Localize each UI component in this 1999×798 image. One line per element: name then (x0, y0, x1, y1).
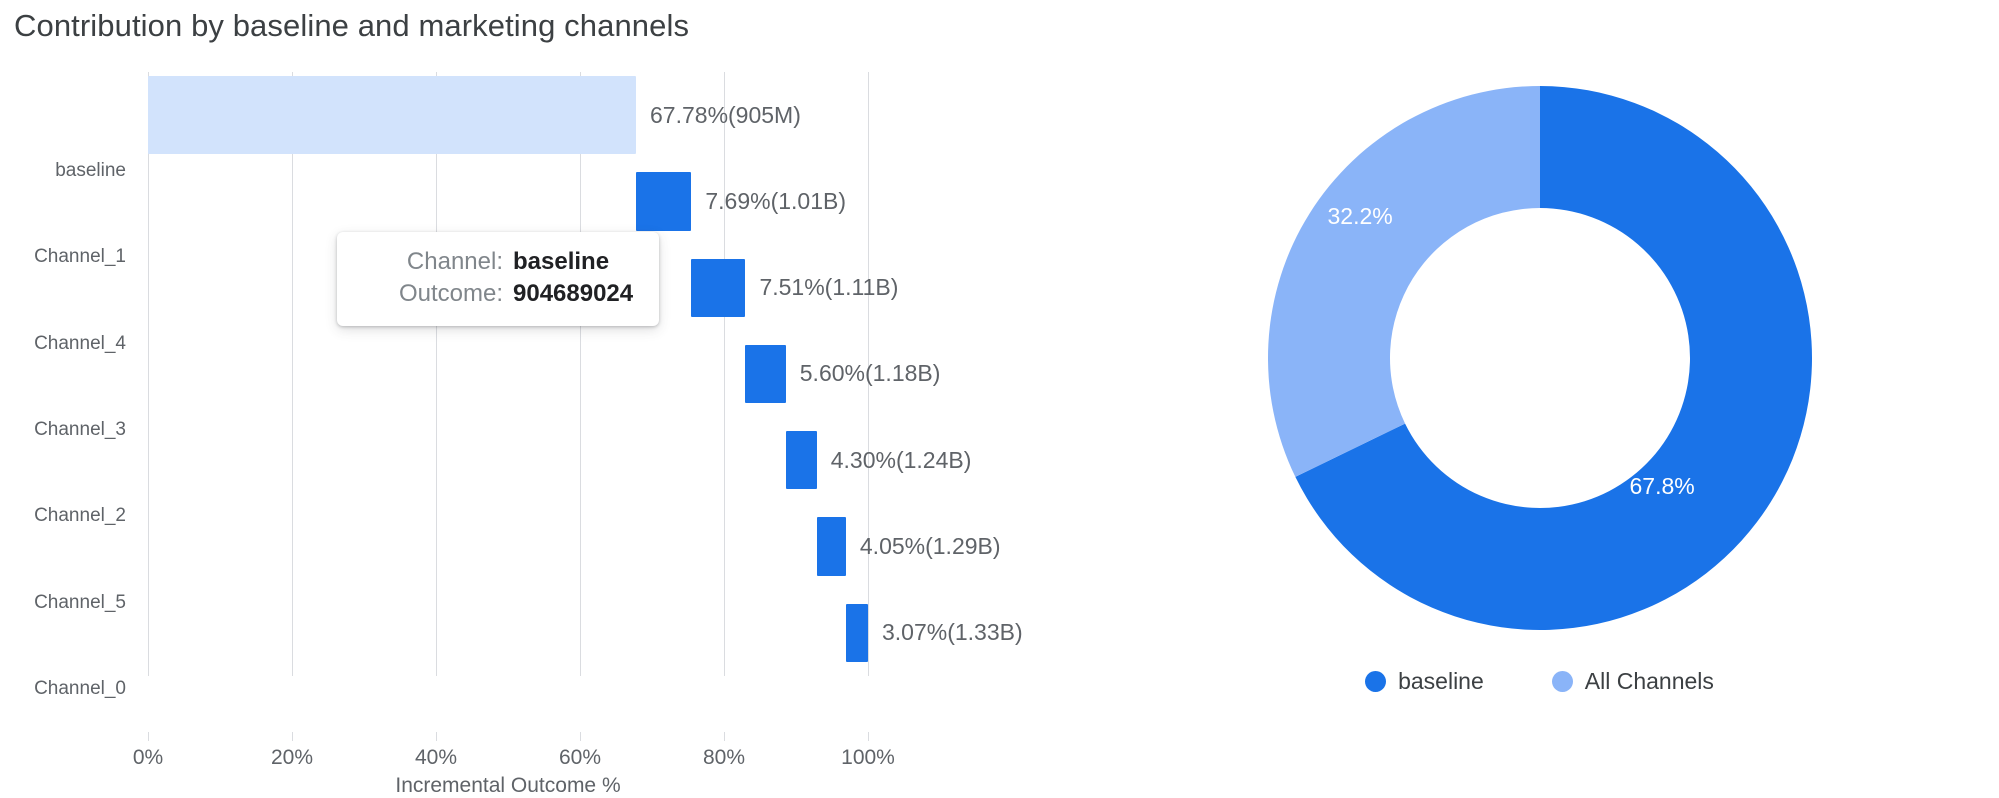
gridline-60 (580, 72, 581, 676)
x-tick-mark-20 (292, 732, 293, 741)
waterfall-value-label-channel_3: 5.60%(1.18B) (799, 360, 941, 387)
waterfall-row[interactable] (148, 158, 868, 244)
donut-svg (1267, 86, 1812, 630)
gridline-80 (724, 72, 725, 676)
waterfall-bar-channel_3[interactable] (745, 344, 786, 404)
waterfall-bar-channel_4[interactable] (691, 258, 746, 317)
page-title: Contribution by baseline and marketing c… (14, 8, 690, 43)
waterfall-bar-channel_2[interactable] (785, 431, 817, 490)
x-tick-label-20: 20% (270, 746, 314, 769)
tooltip-outcome-value: 904689024 (513, 280, 634, 308)
legend-item-all-channels[interactable]: All Channels (1551, 668, 1714, 695)
waterfall-row[interactable] (148, 72, 868, 158)
y-axis-label-channel_1: Channel_1 (34, 246, 126, 268)
waterfall-value-label-channel_1: 7.69%(1.01B) (705, 187, 847, 214)
chart-tooltip: Channel: baseline Outcome: 904689024 (337, 232, 660, 327)
x-tick-label-100: 100% (841, 746, 895, 769)
y-axis-label-channel_0: Channel_0 (34, 677, 126, 699)
donut-chart: 67.8% 32.2% baseline All Channels (1080, 56, 1999, 784)
waterfall-bar-channel_0[interactable] (845, 603, 868, 662)
x-axis-title: Incremental Outcome % (395, 774, 621, 797)
waterfall-value-label-channel_4: 7.51%(1.11B) (759, 274, 899, 301)
waterfall-value-label-baseline: 67.78%(905M) (650, 101, 801, 128)
waterfall-row[interactable] (148, 245, 868, 331)
legend-label: All Channels (1584, 668, 1714, 694)
waterfall-row[interactable] (148, 417, 868, 503)
waterfall-bar-baseline[interactable] (148, 76, 637, 155)
waterfall-bar-channel_5[interactable] (816, 517, 846, 576)
waterfall-plot-area: 67.78%(905M) 7.69%(1.01B) 7.51%(1.11B) 5.60… (148, 72, 1023, 676)
x-tick-label-80: 80% (702, 746, 746, 769)
gridline-100 (868, 72, 869, 676)
x-tick-mark-80 (724, 732, 725, 741)
donut-slice-baseline[interactable] (1294, 86, 1812, 630)
tooltip-outcome-key: Outcome: (398, 280, 503, 308)
x-tick-mark-40 (436, 732, 437, 741)
y-axis-label-channel_3: Channel_3 (34, 418, 126, 440)
legend-label: baseline (1398, 668, 1484, 694)
x-tick-label-40: 40% (414, 746, 458, 769)
gridline-40 (436, 72, 437, 676)
tooltip-channel-value: baseline (513, 248, 610, 275)
tooltip-channel-key: Channel: (406, 248, 503, 275)
legend-swatch-icon (1551, 671, 1573, 692)
donut-slice-all-channels[interactable] (1267, 86, 1540, 477)
y-axis-label-channel_2: Channel_2 (34, 505, 126, 527)
waterfall-chart: baseline Channel_1 Channel_4 Channel_3 Chann… (0, 56, 1080, 797)
x-tick-mark-0 (148, 732, 149, 741)
x-tick-mark-60 (580, 732, 581, 741)
x-tick-label-60: 60% (558, 746, 602, 769)
waterfall-x-axis: 0% 20% 40% 60% 80% 100% (133, 732, 895, 769)
gridline-20 (292, 72, 293, 676)
donut-graphic: 67.8% 32.2% (1260, 78, 1820, 638)
x-tick-mark-100 (868, 732, 869, 741)
y-axis-label-channel_4: Channel_4 (34, 332, 126, 354)
y-axis-label-baseline: baseline (55, 160, 126, 182)
waterfall-value-label-channel_5: 4.05%(1.29B) (859, 533, 1001, 560)
donut-legend: baseline All Channels (1080, 668, 1999, 695)
waterfall-value-label-channel_0: 3.07%(1.33B) (882, 619, 1023, 646)
waterfall-y-axis: baseline Channel_1 Channel_4 Channel_3 Chann… (0, 128, 136, 732)
waterfall-value-label-channel_2: 4.30%(1.24B) (830, 446, 972, 473)
legend-swatch-icon (1365, 671, 1387, 692)
waterfall-row[interactable] (148, 503, 868, 589)
legend-item-baseline[interactable]: baseline (1365, 668, 1484, 695)
gridline-0 (148, 72, 149, 676)
waterfall-bar-channel_1[interactable] (636, 172, 692, 231)
waterfall-row[interactable] (148, 590, 868, 676)
x-tick-label-0: 0% (132, 746, 164, 769)
y-axis-label-channel_5: Channel_5 (34, 591, 126, 613)
waterfall-row[interactable] (148, 331, 868, 417)
